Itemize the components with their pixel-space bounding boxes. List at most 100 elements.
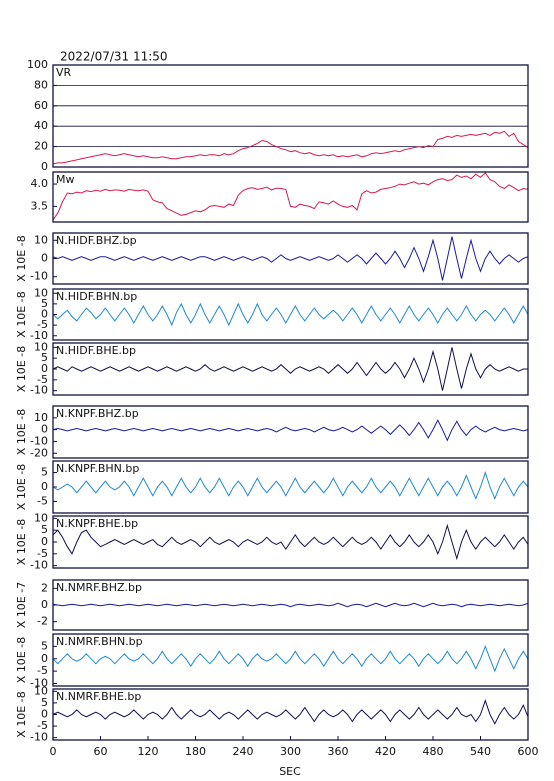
y-tick-label: 5 [41,639,48,652]
y-tick-label: 0 [41,708,48,721]
panel-label: N.NMRF.BHN.bp [56,635,143,648]
y-tick-label: 60 [34,99,48,112]
panel-label: N.HIDF.BHN.bp [56,290,137,303]
y-tick-label: 0 [41,480,48,493]
y-tick-label: -2 [37,615,48,628]
panel-frame [52,460,529,514]
x-tick-label: 120 [138,745,159,758]
y-tick-label: -5 [37,494,48,507]
x-tick-label: 360 [328,745,349,758]
trace [52,602,529,608]
y-tick-label: 0 [41,252,48,265]
y-tick-label: 5 [41,351,48,364]
x-tick-label: 540 [470,745,491,758]
x-tick-label: 600 [518,745,539,758]
trace [52,699,529,725]
y-tick-label: -5 [37,664,48,677]
y-tick-label: -20 [30,446,48,459]
panel-frame [52,64,529,168]
panel-frame [52,288,529,341]
panel-label: N.KNPF.BHZ.bp [56,407,139,420]
y-tick-label: 100 [27,58,48,71]
trace [52,471,529,500]
y-tick-label: 5 [41,696,48,709]
trace [52,172,529,221]
x-axis-label: SEC [279,765,301,778]
x-tick-label: 300 [280,745,301,758]
y-tick-label: 20 [34,140,48,153]
y-tick-label: 0 [41,308,48,321]
y-axis-label: X 10E -8 [15,346,28,392]
trace [52,645,529,673]
y-tick-label: 2 [41,581,48,594]
y-tick-label: 5 [41,523,48,536]
trace [52,302,529,327]
y-tick-label: 0 [41,362,48,375]
trace [52,419,529,442]
x-tick-label: 480 [423,745,444,758]
y-tick-label: 3.5 [31,199,49,212]
y-tick-label: -10 [30,434,48,447]
y-tick-label: -10 [30,731,48,744]
x-tick-label: 420 [375,745,396,758]
y-axis-label: X 10E -8 [15,464,28,510]
y-tick-label: 80 [34,78,48,91]
x-tick-label: 240 [233,745,254,758]
y-tick-label: -10 [30,270,48,283]
y-tick-label: -10 [30,384,48,397]
y-tick-label: 0 [41,652,48,665]
y-tick-label: -10 [30,677,48,690]
y-tick-label: 40 [34,119,48,132]
panel-label: N.HIDF.BHZ.bp [56,234,137,247]
panel-label: N.KNPF.BHE.bp [56,517,138,530]
trace [52,347,528,391]
y-tick-label: -5 [37,318,48,331]
y-tick-label: -5 [37,719,48,732]
y-tick-label: 0 [41,598,48,611]
y-axis-label: X 10E -8 [15,519,28,565]
x-tick-label: 0 [50,745,57,758]
chart-title: 2022/07/31 11:50 [60,50,168,64]
panel-frame [52,342,529,396]
y-tick-label: 4.0 [31,177,49,190]
trace [52,130,529,165]
y-tick-label: 0 [41,423,48,436]
trace [52,236,529,281]
panel-frame [52,405,529,459]
y-axis-label: X 10E -8 [15,637,28,683]
panel-label: N.HIDF.BHE.bp [56,344,136,357]
y-tick-label: -5 [37,547,48,560]
panel-label: VR [56,66,72,79]
panel-label: N.NMRF.BHZ.bp [56,581,142,594]
y-tick-label: 0 [41,160,48,173]
y-tick-label: 5 [41,297,48,310]
y-tick-label: -10 [30,329,48,342]
y-axis-label: X 10E -8 [15,291,28,337]
y-axis-label: X 10E -8 [15,409,28,455]
y-tick-label: 10 [34,286,48,299]
y-axis-label: X 10E -8 [15,691,28,737]
panel-label: N.NMRF.BHE.bp [56,690,141,703]
panel-label: Mw [56,173,75,186]
panel-label: N.KNPF.BHN.bp [56,462,139,475]
panel-frame [52,232,529,285]
y-tick-label: 0 [41,535,48,548]
y-tick-label: 10 [34,411,48,424]
y-tick-label: 10 [34,684,48,697]
x-tick-label: 60 [94,745,108,758]
panel-frame [52,633,529,687]
panel-frame [52,171,529,223]
y-tick-label: -10 [30,559,48,572]
y-tick-label: 10 [34,340,48,353]
panel-frame [52,579,529,631]
y-axis-label: X 10E -8 [15,235,28,281]
x-tick-label: 180 [185,745,206,758]
y-tick-label: 5 [41,466,48,479]
y-tick-label: -5 [37,373,48,386]
y-axis-label: X 10E -7 [15,582,28,628]
y-tick-label: 10 [34,511,48,524]
panel-frame [52,515,529,569]
trace [52,523,529,561]
y-tick-label: 10 [34,233,48,246]
